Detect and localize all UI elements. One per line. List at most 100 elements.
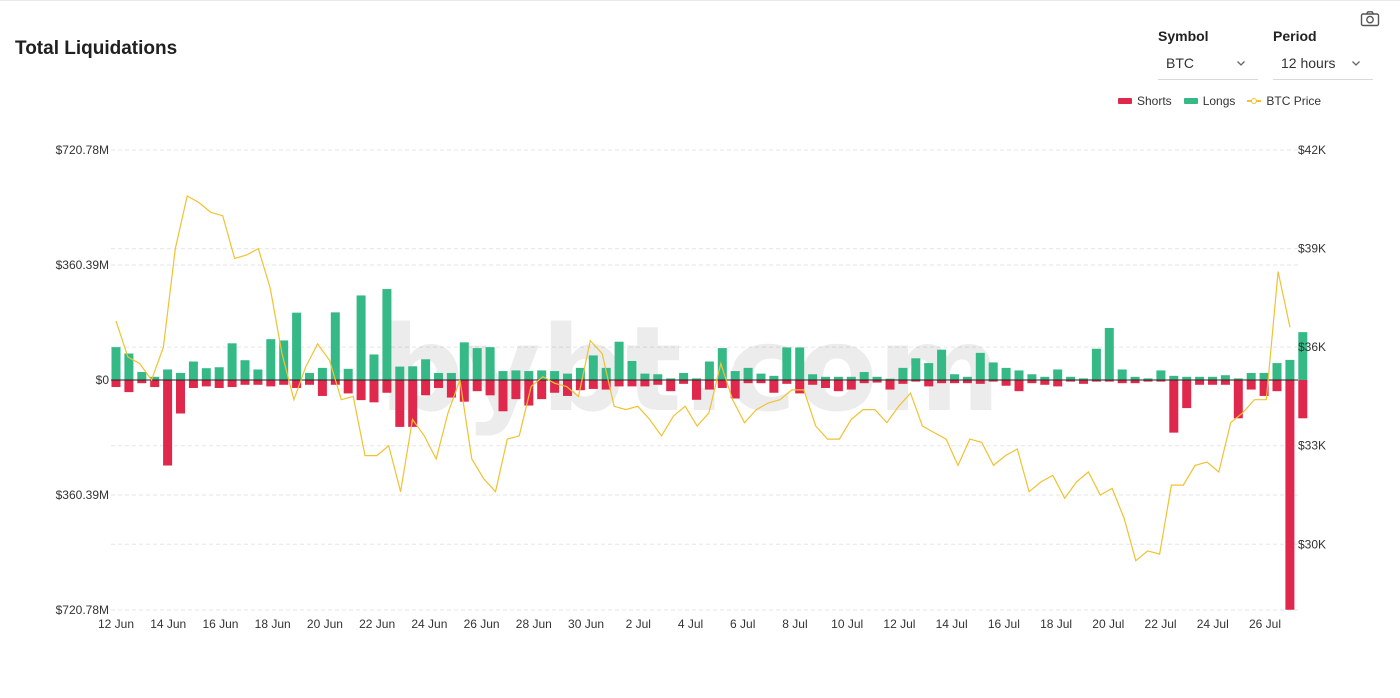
bar-shorts: [150, 380, 160, 388]
x-tick-label: 22 Jul: [1145, 617, 1177, 631]
bar-shorts: [833, 380, 843, 392]
bar-longs: [1027, 374, 1037, 380]
bar-longs: [472, 348, 482, 380]
bar-shorts: [163, 380, 173, 466]
x-tick-label: 18 Jun: [255, 617, 291, 631]
bar-longs: [214, 367, 224, 380]
x-tick-label: 8 Jul: [782, 617, 807, 631]
bar-shorts: [1285, 380, 1295, 610]
chevron-down-icon: [1352, 61, 1360, 66]
bar-longs: [1285, 359, 1295, 380]
x-tick-label: 18 Jul: [1040, 617, 1072, 631]
bar-longs: [498, 371, 508, 380]
legend-price-swatch: [1247, 97, 1262, 105]
bar-longs: [1040, 376, 1050, 380]
bar-longs: [563, 373, 572, 380]
camera-icon[interactable]: [1360, 10, 1380, 27]
bar-longs: [1104, 327, 1114, 380]
bar-shorts: [730, 380, 740, 399]
bar-shorts: [111, 380, 121, 388]
bar-longs: [317, 367, 327, 380]
bar-shorts: [1143, 380, 1153, 382]
x-tick-label: 24 Jul: [1197, 617, 1229, 631]
bar-longs: [395, 366, 405, 380]
chevron-down-icon: [1237, 61, 1245, 66]
x-tick-label: 12 Jul: [883, 617, 915, 631]
bar-longs: [1182, 376, 1192, 380]
bar-shorts: [717, 380, 727, 388]
bar-longs: [292, 312, 302, 380]
bar-longs: [962, 376, 972, 380]
bar-longs: [1130, 376, 1140, 380]
bar-shorts: [446, 380, 456, 398]
bar-shorts: [743, 380, 753, 384]
x-tick-label: 30 Jun: [568, 617, 604, 631]
legend-longs-label: Longs: [1202, 94, 1236, 108]
bar-longs: [176, 372, 185, 380]
legend-longs[interactable]: Longs: [1183, 94, 1236, 108]
bar-shorts: [1182, 380, 1192, 409]
bar-longs: [240, 360, 250, 380]
bar-shorts: [201, 380, 211, 387]
legend-longs-swatch: [1183, 98, 1198, 104]
right-tick-label: $39K: [1298, 242, 1326, 256]
bar-longs: [1079, 378, 1088, 380]
bar-shorts: [343, 380, 353, 394]
bar-longs: [227, 343, 237, 380]
bar-shorts: [769, 380, 779, 393]
legend-shorts-swatch: [1118, 98, 1132, 104]
bar-shorts: [1208, 380, 1217, 385]
bar-longs: [459, 342, 469, 380]
bar-shorts: [588, 380, 598, 389]
bar-shorts: [1001, 380, 1011, 386]
bar-shorts: [434, 380, 443, 388]
bar-shorts: [408, 380, 418, 427]
left-tick-label: $360.39M: [56, 258, 109, 272]
bar-shorts: [666, 380, 676, 392]
bar-shorts: [1233, 380, 1243, 419]
bar-shorts: [1091, 380, 1101, 382]
legend-shorts[interactable]: Shorts: [1118, 94, 1172, 108]
left-tick-label: $0: [96, 373, 110, 387]
bar-shorts: [459, 380, 469, 402]
price-series: [115, 195, 1291, 562]
bar-series: [111, 289, 1308, 610]
bar-longs: [1001, 367, 1011, 380]
legend-btc-price[interactable]: BTC Price: [1247, 94, 1321, 108]
bar-longs: [833, 376, 843, 380]
bar-longs: [150, 376, 160, 380]
btc-price-line: [115, 195, 1291, 562]
left-tick-label: $720.78M: [56, 603, 109, 617]
bar-shorts: [279, 380, 289, 385]
bar-longs: [421, 359, 431, 380]
bar-shorts: [1014, 380, 1024, 392]
bar-longs: [1272, 363, 1282, 380]
symbol-select[interactable]: BTC: [1158, 48, 1258, 80]
bar-longs: [485, 347, 495, 380]
bar-longs: [937, 349, 947, 380]
bar-longs: [692, 378, 701, 380]
bar-shorts: [485, 380, 495, 396]
bar-shorts: [395, 380, 405, 427]
bar-longs: [111, 347, 121, 380]
bar-longs: [163, 369, 173, 380]
bar-shorts: [808, 380, 818, 385]
bar-shorts: [756, 380, 766, 384]
bar-shorts: [911, 380, 921, 382]
bar-longs: [885, 378, 895, 380]
x-tick-label: 12 Jun: [98, 617, 134, 631]
bar-shorts: [1104, 380, 1114, 382]
period-select[interactable]: 12 hours: [1273, 48, 1373, 80]
bar-longs: [1156, 370, 1166, 380]
x-tick-label: 26 Jun: [464, 617, 500, 631]
bar-shorts: [692, 380, 701, 400]
bar-shorts: [1169, 380, 1179, 433]
bar-longs: [859, 372, 869, 380]
bar-shorts: [1027, 380, 1037, 384]
bar-longs: [872, 376, 882, 380]
bar-shorts: [1066, 380, 1076, 382]
bar-longs: [769, 375, 779, 380]
bar-shorts: [537, 380, 547, 400]
legend-shorts-label: Shorts: [1137, 94, 1172, 108]
